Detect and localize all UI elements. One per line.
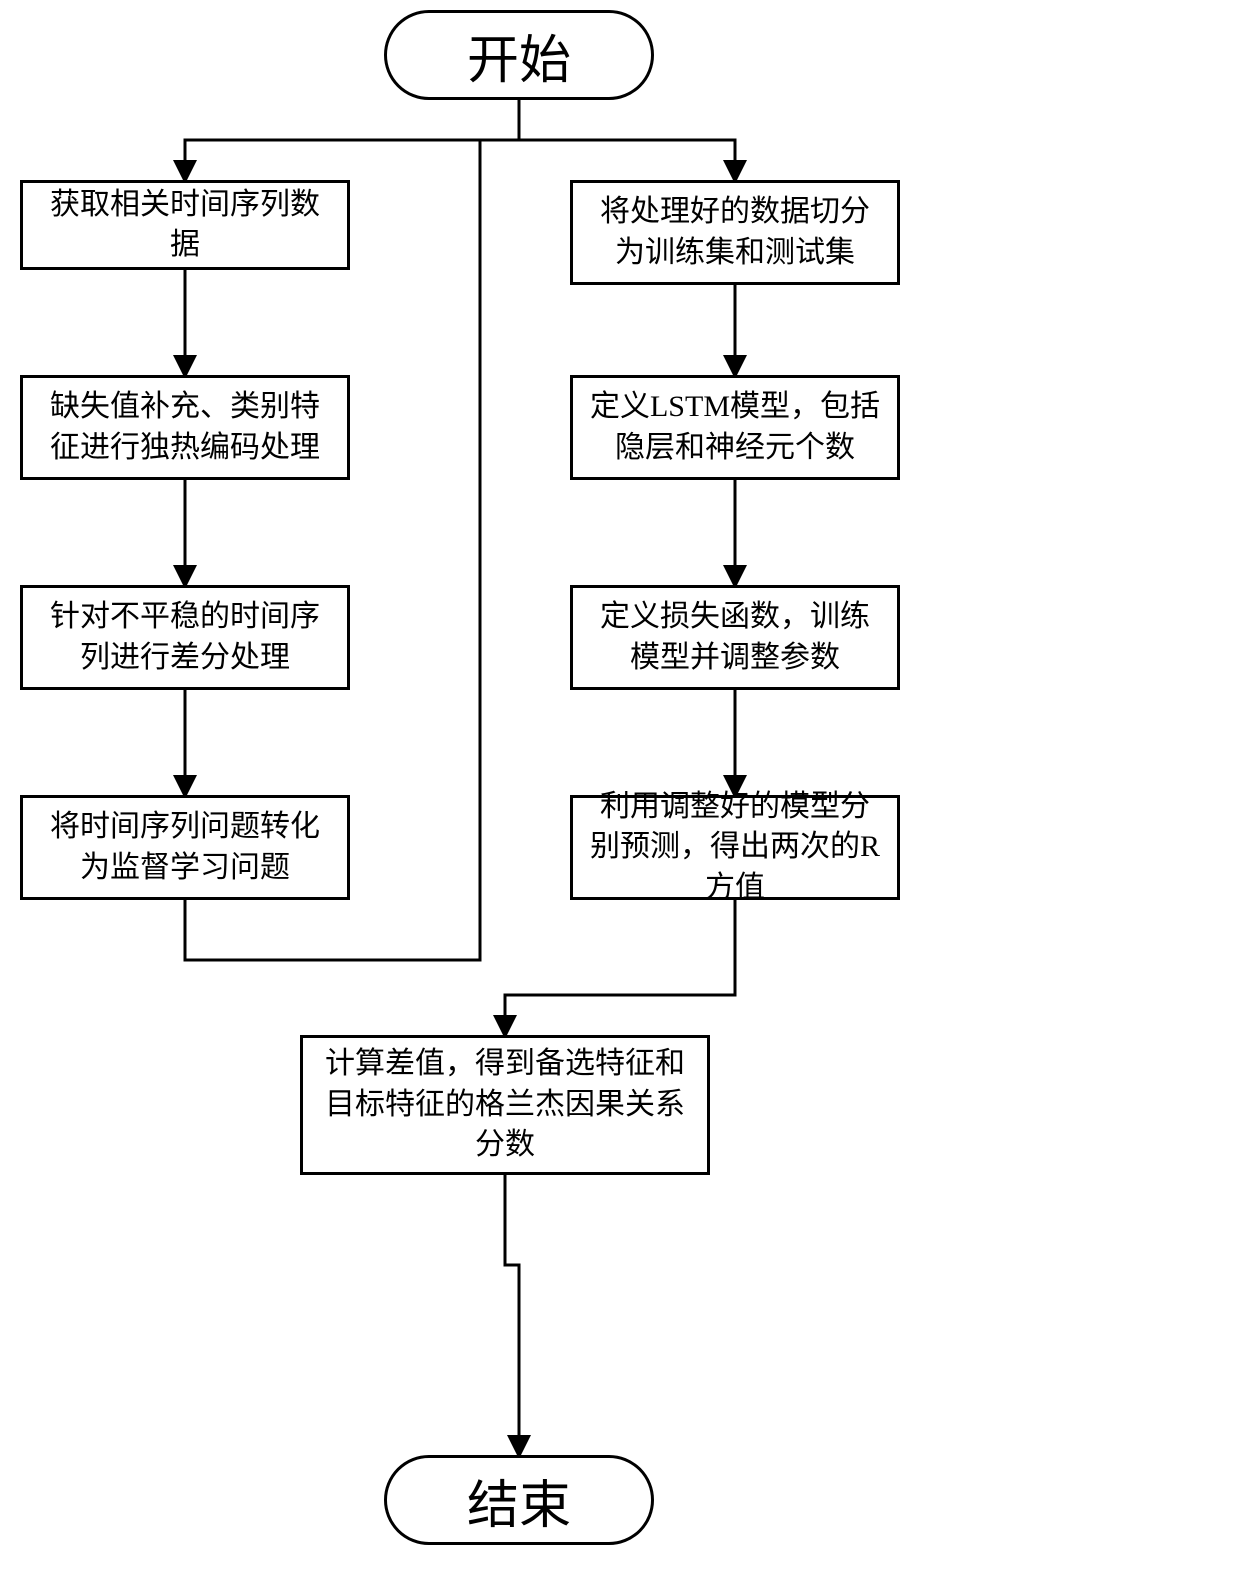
start-terminal: 开始 — [384, 10, 654, 100]
edge-r4-merge — [505, 900, 735, 1035]
process-r2: 定义LSTM模型，包括隐层和神经元个数 — [570, 375, 900, 480]
process-r4-label: 利用调整好的模型分别预测，得出两次的R方值 — [589, 787, 881, 909]
process-l1: 获取相关时间序列数据 — [20, 180, 350, 270]
process-merge-label: 计算差值，得到备选特征和目标特征的格兰杰因果关系分数 — [319, 1044, 691, 1166]
process-l2-label: 缺失值补充、类别特征进行独热编码处理 — [39, 387, 331, 468]
process-l3-label: 针对不平稳的时间序列进行差分处理 — [39, 597, 331, 678]
process-l4-label: 将时间序列问题转化为监督学习问题 — [39, 807, 331, 888]
end-label: 结束 — [467, 1463, 571, 1538]
flowchart-canvas: 开始 结束 获取相关时间序列数据 缺失值补充、类别特征进行独热编码处理 针对不平… — [0, 0, 1240, 1595]
process-merge: 计算差值，得到备选特征和目标特征的格兰杰因果关系分数 — [300, 1035, 710, 1175]
edge-merge-end — [505, 1175, 519, 1455]
process-r3: 定义损失函数，训练模型并调整参数 — [570, 585, 900, 690]
process-r1: 将处理好的数据切分为训练集和测试集 — [570, 180, 900, 285]
process-r4: 利用调整好的模型分别预测，得出两次的R方值 — [570, 795, 900, 900]
end-terminal: 结束 — [384, 1455, 654, 1545]
process-l2: 缺失值补充、类别特征进行独热编码处理 — [20, 375, 350, 480]
process-r2-label: 定义LSTM模型，包括隐层和神经元个数 — [589, 387, 881, 468]
process-l4: 将时间序列问题转化为监督学习问题 — [20, 795, 350, 900]
process-r3-label: 定义损失函数，训练模型并调整参数 — [589, 597, 881, 678]
edge-start-l1 — [185, 100, 519, 180]
process-l1-label: 获取相关时间序列数据 — [39, 185, 331, 266]
process-r1-label: 将处理好的数据切分为训练集和测试集 — [589, 192, 881, 273]
process-l3: 针对不平稳的时间序列进行差分处理 — [20, 585, 350, 690]
start-label: 开始 — [467, 18, 571, 93]
